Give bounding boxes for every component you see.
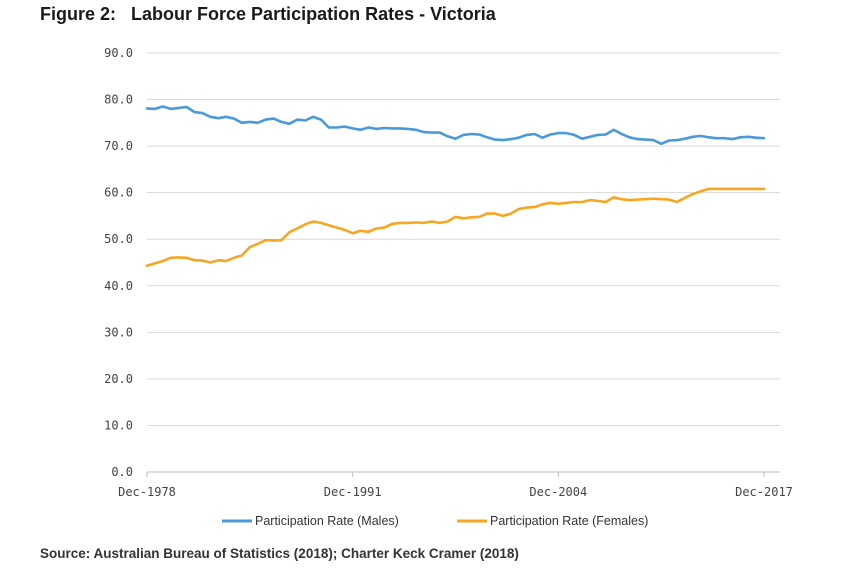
x-tick-label: Dec-1978 (118, 485, 176, 499)
y-tick-label: 50.0 (104, 232, 133, 246)
y-tick-label: 30.0 (104, 325, 133, 339)
y-tick-label: 80.0 (104, 93, 133, 107)
figure-title-text: Labour Force Participation Rates - Victo… (131, 4, 496, 24)
legend-label-males: Participation Rate (Males) (255, 514, 399, 528)
figure-number: Figure 2: (40, 4, 117, 24)
y-tick-label: 0.0 (111, 465, 133, 479)
series-line-females (145, 187, 766, 268)
y-tick-label: 60.0 (104, 186, 133, 200)
y-tick-label: 70.0 (104, 139, 133, 153)
x-tick-label: Dec-1991 (324, 485, 382, 499)
source-note: Source: Australian Bureau of Statistics … (40, 546, 519, 561)
y-tick-label: 20.0 (104, 372, 133, 386)
y-tick-label: 10.0 (104, 418, 133, 432)
y-tick-label: 40.0 (104, 279, 133, 293)
legend-label-females: Participation Rate (Females) (490, 514, 648, 528)
figure-title: Figure 2: Labour Force Participation Rat… (40, 4, 496, 25)
series-line-males (145, 105, 766, 146)
y-tick-label: 90.0 (104, 46, 133, 60)
x-tick-label: Dec-2017 (735, 485, 793, 499)
x-tick-label: Dec-2004 (529, 485, 587, 499)
